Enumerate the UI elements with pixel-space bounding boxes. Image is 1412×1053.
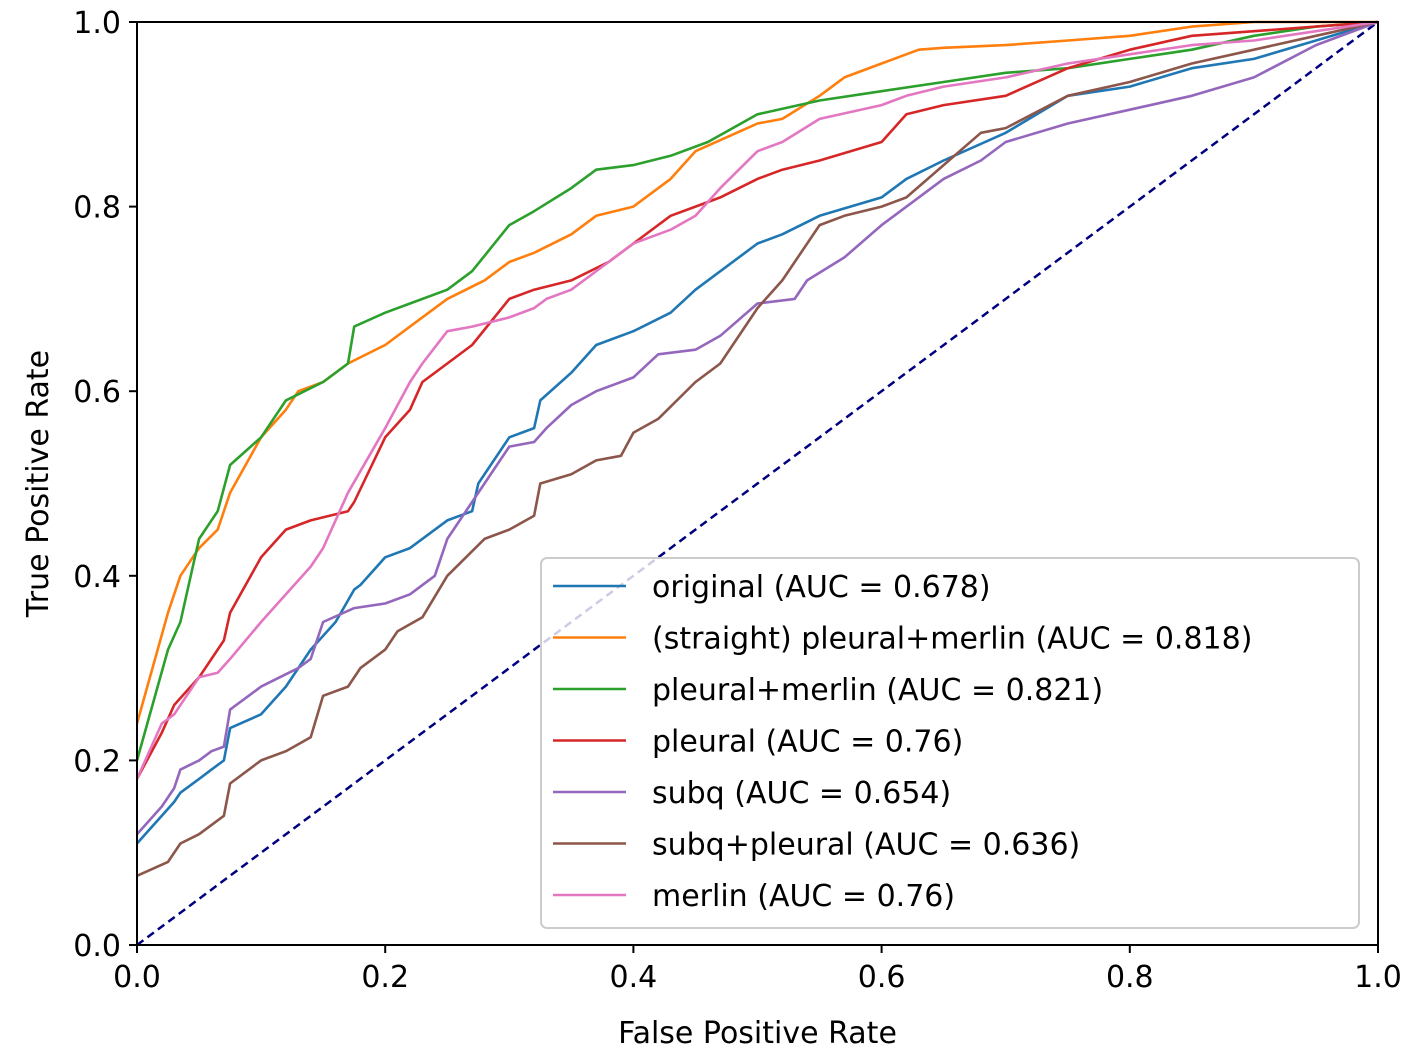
- series-line-4: [136, 20, 1379, 836]
- x-tick-label: 1.0: [1354, 960, 1402, 995]
- y-tick-label: 0.4: [73, 560, 121, 595]
- legend-entry: pleural+merlin (AUC = 0.821): [652, 673, 1103, 708]
- series-line-3: [135, 20, 1379, 780]
- legend-entry: original (AUC = 0.678): [652, 570, 991, 605]
- series-line-2: [135, 20, 1379, 761]
- plot-area: [135, 20, 1379, 947]
- legend-entry: merlin (AUC = 0.76): [652, 879, 955, 914]
- roc-curves: [135, 20, 1379, 877]
- x-tick-label: 0.2: [361, 960, 409, 995]
- series-line-6: [135, 20, 1379, 780]
- x-tick-label: 0.0: [113, 960, 161, 995]
- x-tick-label: 0.6: [858, 960, 906, 995]
- legend: original (AUC = 0.678) (straight) pleural…: [540, 557, 1360, 929]
- y-tick-label: 1.0: [73, 6, 121, 41]
- y-tick-label: 0.0: [73, 929, 121, 964]
- y-tick-label: 0.2: [73, 744, 121, 779]
- series-line-5: [136, 20, 1379, 877]
- legend-entry: subq+pleural (AUC = 0.636): [652, 828, 1080, 863]
- x-axis-label: False Positive Rate: [618, 1016, 897, 1051]
- series-line-1: [135, 20, 1378, 724]
- chance-reference-line: [136, 20, 1379, 947]
- axes-frame: [136, 21, 1379, 946]
- x-tick-label: 0.4: [610, 960, 658, 995]
- y-axis-ticks: 0.0 0.2 0.4 0.6 0.8 1.0: [73, 6, 137, 964]
- legend-box: [540, 557, 1360, 929]
- legend-entry: (straight) pleural+merlin (AUC = 0.818): [652, 622, 1252, 657]
- legend-entry: pleural (AUC = 0.76): [652, 725, 963, 760]
- legend-entry: subq (AUC = 0.654): [652, 776, 951, 811]
- x-tick-label: 0.8: [1106, 960, 1154, 995]
- series-line-0: [136, 20, 1379, 845]
- y-axis-label: True Positive Rate: [21, 350, 56, 618]
- y-tick-label: 0.8: [73, 191, 121, 226]
- y-tick-label: 0.6: [73, 375, 121, 410]
- x-axis-ticks: 0.0 0.2 0.4 0.6 0.8 1.0: [113, 945, 1402, 995]
